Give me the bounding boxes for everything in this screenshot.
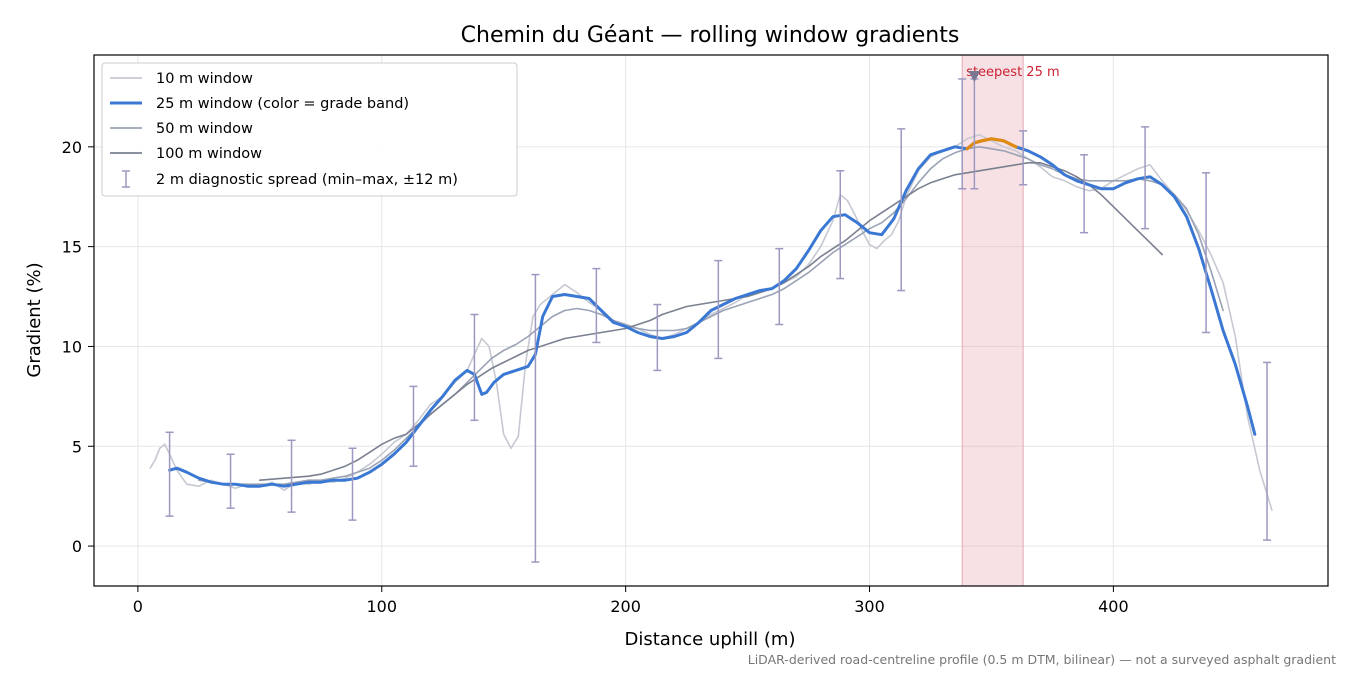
legend-swatch-errorbar <box>122 170 130 188</box>
series-layer <box>149 134 1273 511</box>
peak-marker <box>968 70 981 82</box>
errorbar <box>1202 172 1211 334</box>
marker-layer <box>968 70 981 82</box>
series-line-w100 <box>259 162 1163 481</box>
x-tick-label: 300 <box>854 597 885 616</box>
y-tick-label: 10 <box>62 337 82 356</box>
legend-label-w10: 10 m window <box>156 71 253 87</box>
errorbar <box>714 259 723 360</box>
errorbar <box>287 439 296 513</box>
y-axis-ticks: 0 5 10 15 20 <box>62 138 94 556</box>
series-line-w25 <box>168 137 1257 488</box>
errorbar <box>409 385 418 467</box>
y-tick-label: 5 <box>72 437 82 456</box>
y-tick-label: 20 <box>62 138 82 157</box>
chart-title: Chemin du Géant — rolling window gradien… <box>461 23 960 48</box>
x-axis-label: Distance uphill (m) <box>625 629 796 650</box>
errorbar <box>226 453 235 509</box>
x-tick-label: 400 <box>1098 597 1129 616</box>
y-tick-label: 15 <box>62 238 82 257</box>
y-tick-label: 0 <box>72 537 82 556</box>
errorbar <box>470 313 479 422</box>
errorbar <box>592 267 601 344</box>
errorbar <box>775 247 784 326</box>
legend-label-errorbar: 2 m diagnostic spread (min–max, ±12 m) <box>156 172 458 188</box>
x-axis-ticks: 0 100 200 300 400 <box>133 586 1129 616</box>
errorbar <box>1019 130 1028 186</box>
steepest-band <box>961 54 1024 587</box>
errorbar <box>531 273 540 563</box>
legend-label-w25: 25 m window (color = grade band) <box>156 96 409 112</box>
errorbar-layer <box>165 78 1272 563</box>
plot-frame <box>93 54 1329 587</box>
legend-label-w100: 100 m window <box>156 146 262 162</box>
steepest-annotation: steepest 25 m <box>966 65 1059 80</box>
x-tick-label: 200 <box>610 597 641 616</box>
footnote: LiDAR-derived road-centreline profile (0… <box>748 652 1336 667</box>
series-line-w50 <box>198 146 1224 485</box>
y-axis-label: Gradient (%) <box>24 262 45 377</box>
legend: 10 m window 25 m window (color = grade b… <box>101 62 518 197</box>
errorbar <box>165 431 174 517</box>
errorbar <box>836 170 845 280</box>
highlight-band-layer: steepest 25 m <box>961 54 1060 587</box>
errorbar <box>1263 361 1272 541</box>
errorbar <box>1141 126 1150 230</box>
errorbar <box>348 447 357 521</box>
errorbar <box>1080 154 1089 234</box>
errorbar <box>653 303 662 372</box>
legend-label-w50: 50 m window <box>156 121 253 137</box>
x-tick-label: 0 <box>133 597 143 616</box>
legend-box <box>101 62 518 197</box>
x-tick-label: 100 <box>366 597 397 616</box>
errorbar <box>958 78 967 190</box>
grid <box>94 55 1328 586</box>
series-line-w25-peak <box>965 137 1018 151</box>
errorbar <box>897 128 906 292</box>
